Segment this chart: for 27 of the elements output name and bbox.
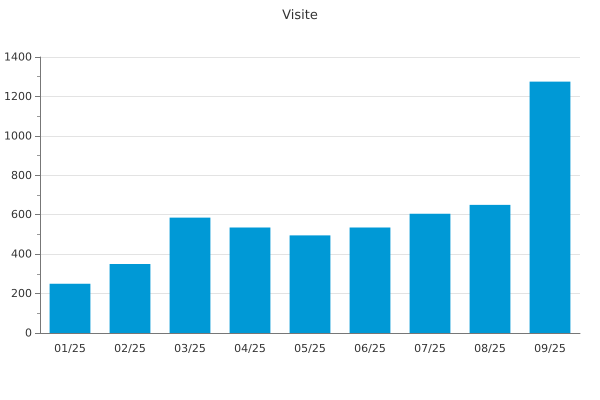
bar bbox=[470, 204, 510, 333]
x-tick-label: 08/25 bbox=[474, 342, 506, 355]
bar bbox=[110, 264, 150, 333]
x-tick-label: 02/25 bbox=[114, 342, 146, 355]
y-tick-label: 200 bbox=[11, 287, 32, 300]
chart-title: Visite bbox=[282, 8, 318, 23]
x-tick-label: 01/25 bbox=[54, 342, 86, 355]
bar bbox=[290, 235, 330, 333]
y-tick-label: 800 bbox=[11, 168, 32, 182]
bar bbox=[350, 228, 390, 333]
x-tick-label: 04/25 bbox=[234, 342, 266, 355]
bar bbox=[530, 82, 570, 333]
bar bbox=[230, 228, 270, 333]
y-tick-label: 600 bbox=[11, 208, 32, 222]
y-tick-label: 1000 bbox=[4, 129, 32, 142]
x-tick-label: 07/25 bbox=[414, 342, 446, 355]
x-tick-label: 05/25 bbox=[294, 342, 326, 355]
x-tick-label: 09/25 bbox=[534, 342, 566, 355]
y-tick-label: 0 bbox=[25, 326, 32, 340]
x-tick-label: 03/25 bbox=[174, 342, 206, 355]
bar bbox=[410, 214, 450, 333]
y-tick-label: 400 bbox=[11, 248, 32, 261]
x-tick-label: 06/25 bbox=[354, 342, 386, 355]
y-tick-label: 1400 bbox=[4, 50, 32, 64]
bar bbox=[170, 218, 210, 333]
bar bbox=[50, 284, 90, 333]
y-tick-label: 1200 bbox=[4, 90, 32, 103]
